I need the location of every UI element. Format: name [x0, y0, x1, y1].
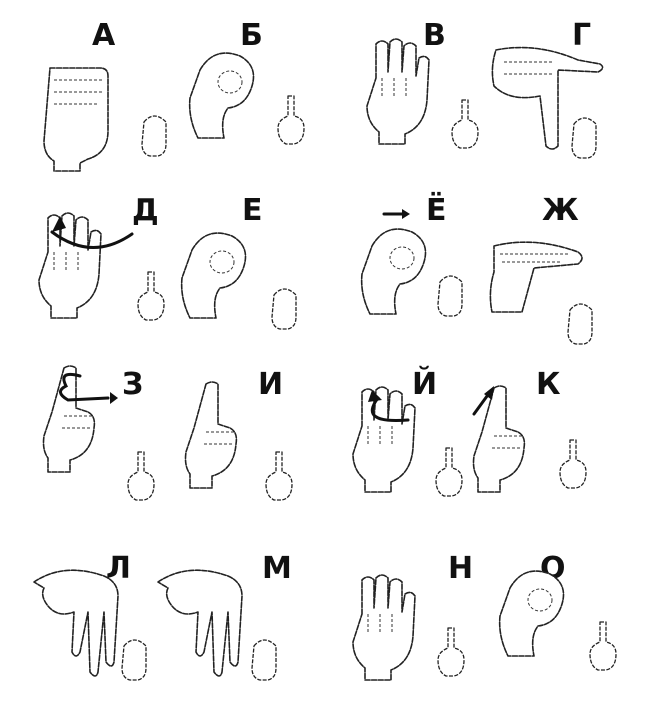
motion-arrow [382, 209, 410, 219]
sign-ye: Е [180, 193, 297, 330]
sign-o: О [498, 551, 617, 671]
sign-yo: Ё [360, 192, 463, 317]
sign-ve: В [366, 18, 479, 149]
hand-illustration [157, 569, 243, 677]
hand-side-view [435, 447, 463, 497]
hand-illustration [491, 46, 604, 150]
hand-illustration [33, 569, 119, 677]
letter-i: И [258, 367, 283, 402]
sign-ge: Г [491, 18, 604, 159]
hand-illustration [43, 67, 109, 172]
hand-illustration [489, 241, 583, 313]
hand-side-view [127, 451, 155, 501]
letter-a: А [92, 18, 116, 53]
hand-side-view [121, 639, 147, 681]
hand-side-view [559, 439, 587, 489]
hand-side-view [265, 451, 293, 501]
hand-illustration [180, 232, 247, 319]
sign-el: Л [33, 551, 147, 681]
hand-illustration [366, 38, 430, 145]
hand-side-view [251, 639, 277, 681]
sign-em: М [157, 551, 292, 681]
hand-illustration [38, 212, 102, 319]
sign-zhe: Ж [489, 193, 593, 345]
hand-illustration [360, 228, 427, 315]
hand-side-view [137, 271, 165, 321]
hand-side-view [571, 117, 597, 159]
hand-side-view [271, 288, 297, 330]
hand-side-view [141, 115, 167, 157]
hand-side-view [437, 275, 463, 317]
hand-illustration [188, 52, 255, 139]
letter-de: Д [132, 193, 159, 228]
hand-side-view [567, 303, 593, 345]
letter-ka: К [536, 367, 561, 402]
hand-side-view [451, 99, 479, 149]
hand-illustration [352, 386, 416, 493]
letter-yo: Ё [426, 192, 447, 228]
hand-illustration [184, 381, 238, 489]
sign-i: И [184, 367, 293, 501]
letter-zhe: Ж [542, 193, 579, 228]
sign-en: Н [352, 551, 473, 681]
sign-ikr: Й [352, 366, 463, 497]
motion-arrow [472, 386, 494, 416]
letter-en: Н [448, 551, 473, 586]
sign-ze: З [42, 365, 155, 501]
hand-illustration [352, 574, 416, 681]
letter-ye: Е [242, 193, 263, 228]
hand-illustration [42, 365, 96, 473]
letter-be: Б [240, 18, 263, 53]
letter-ze: З [122, 367, 143, 402]
sign-be: Б [188, 18, 305, 145]
sign-ka: К [472, 367, 587, 493]
sign-de: Д [38, 193, 165, 321]
sign-a: А [43, 18, 167, 172]
hand-illustration [498, 570, 565, 657]
hand-side-view [277, 95, 305, 145]
letter-ikr: Й [412, 366, 437, 402]
motion-arrow [368, 390, 410, 423]
letter-ge: Г [572, 18, 591, 53]
motion-arrow [59, 372, 118, 404]
hand-side-view [589, 621, 617, 671]
motion-arrow [50, 216, 134, 249]
letter-ve: В [423, 18, 446, 53]
letter-em: М [262, 551, 292, 586]
hand-side-view [437, 627, 465, 677]
